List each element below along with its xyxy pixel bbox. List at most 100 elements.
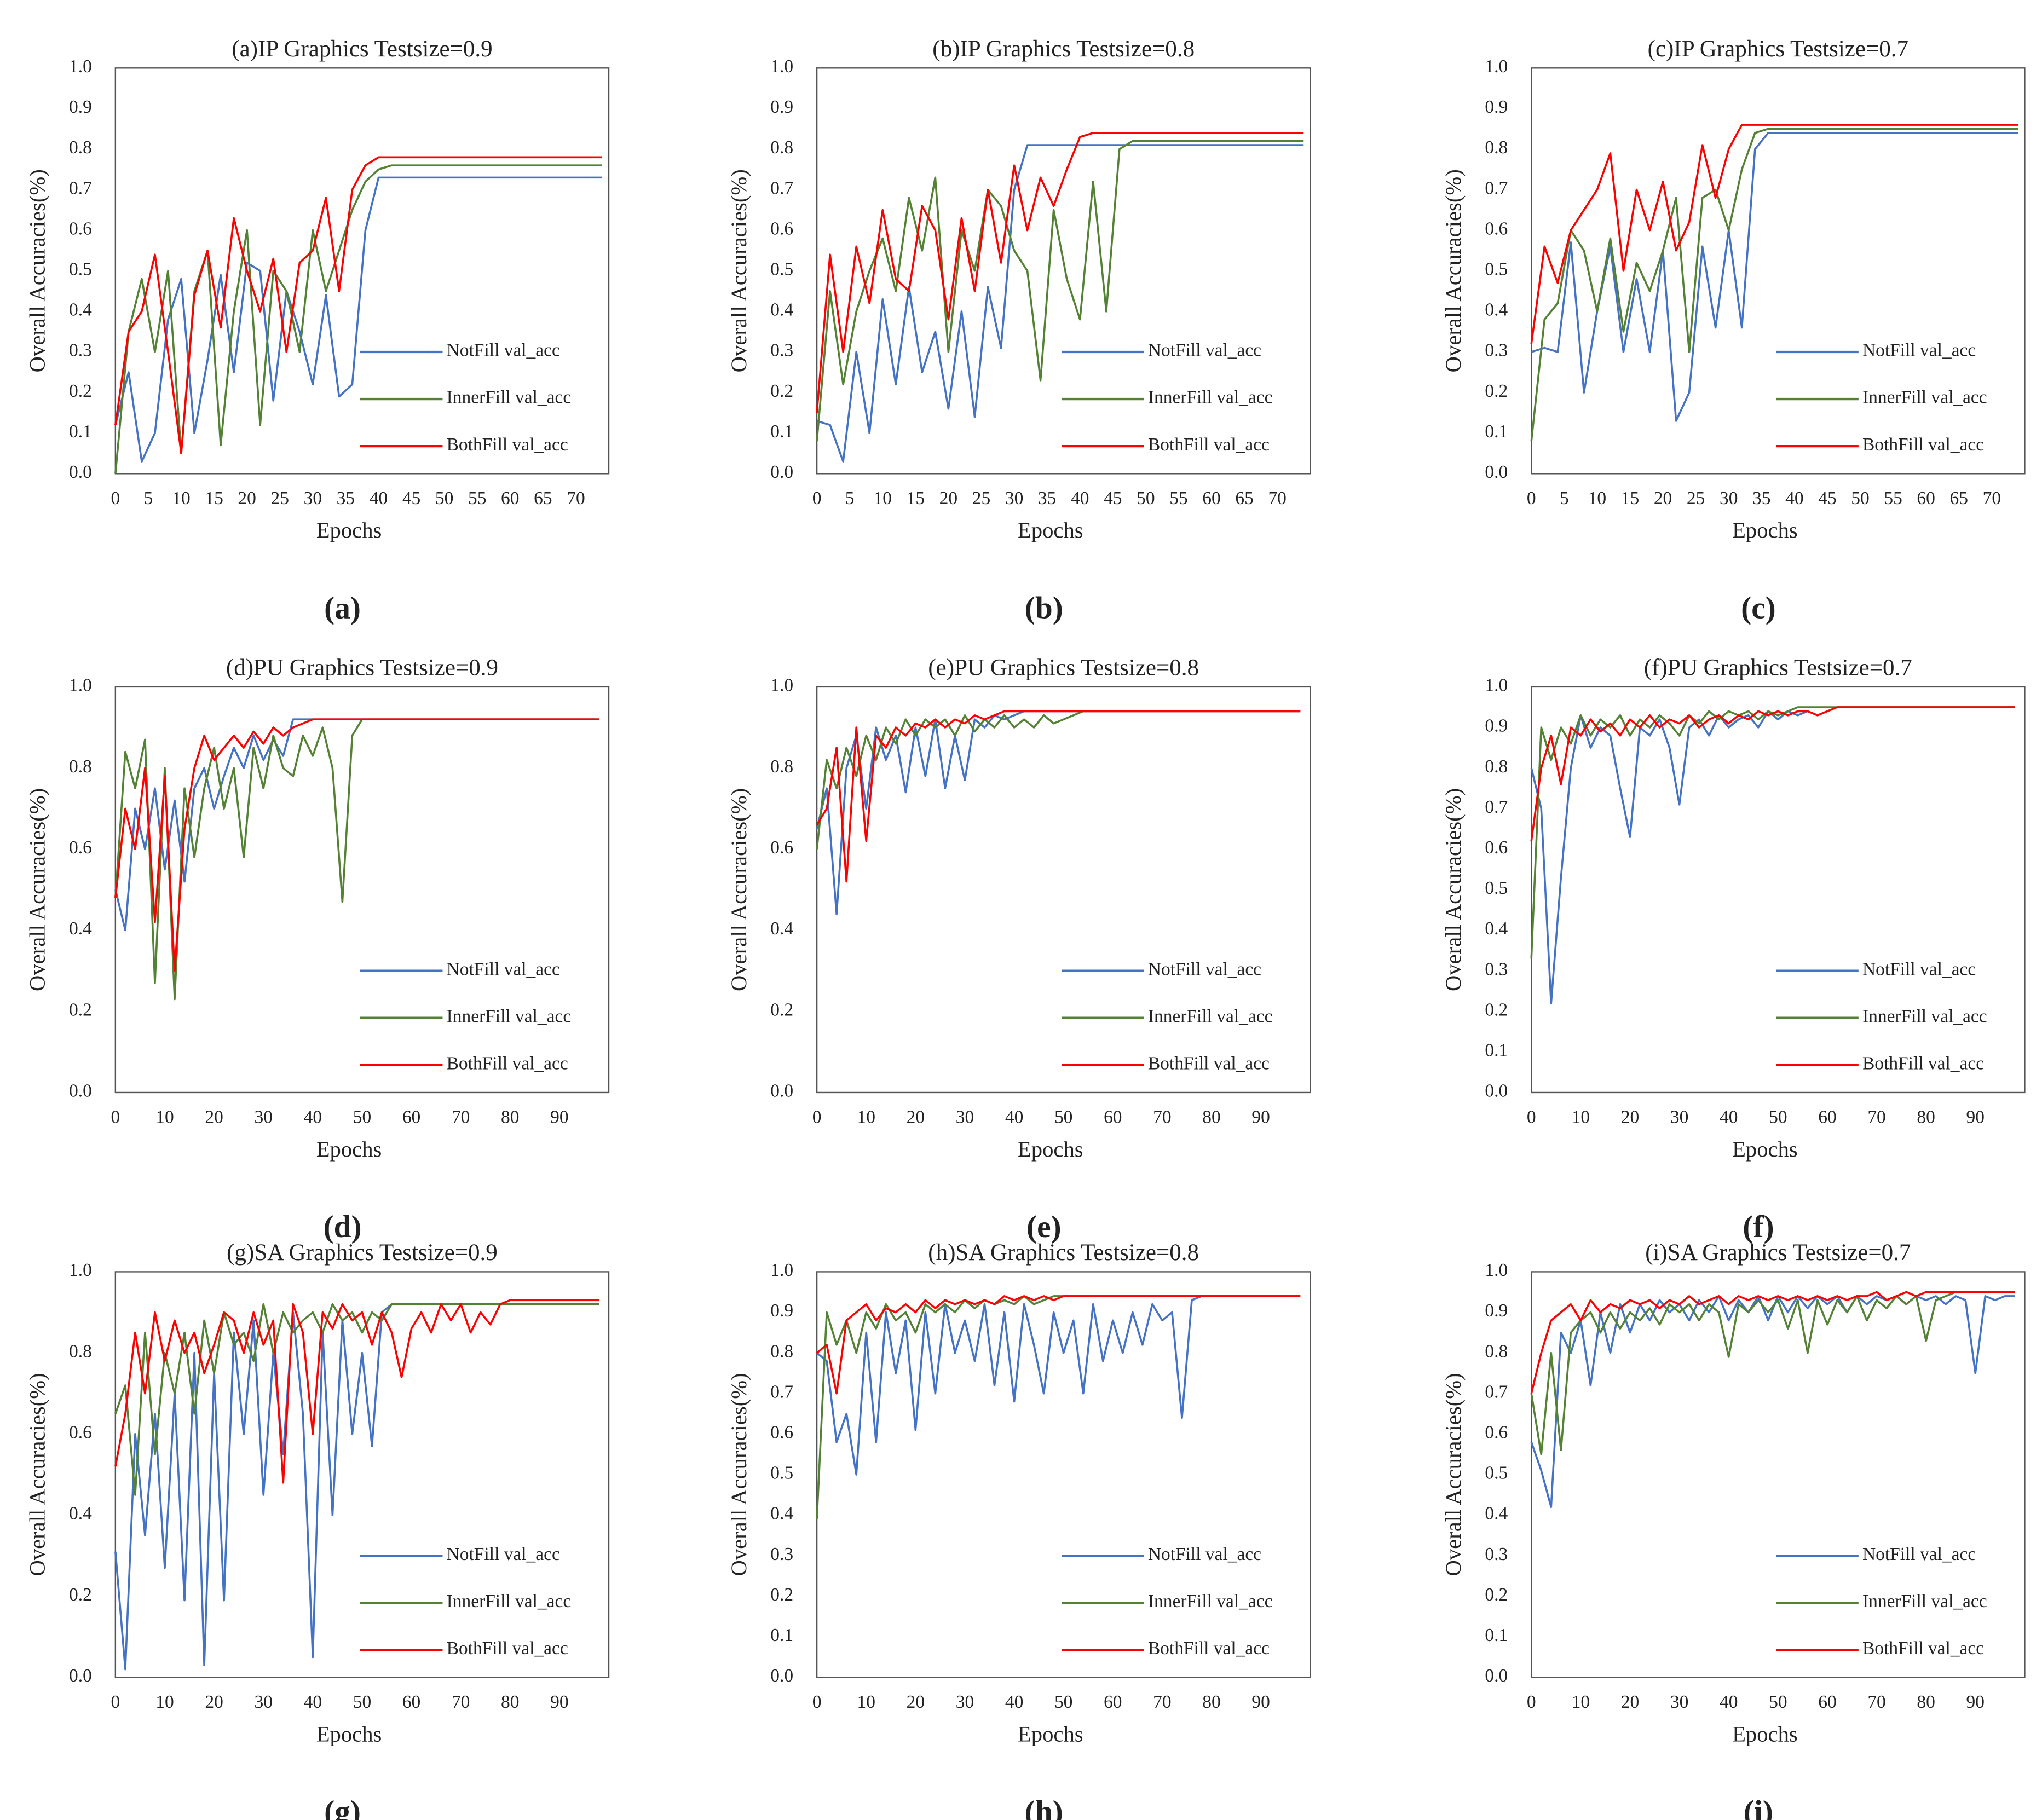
x-tick-label: 40 [1785,488,1803,509]
y-tick-label: 0.8 [69,137,92,158]
y-tick-label: 0.5 [770,1463,793,1483]
y-tick-label: 0.1 [770,1625,793,1645]
chart-title: (g)SA Graphics Testsize=0.9 [227,1240,498,1266]
series-line [1530,124,2018,344]
y-tick-label: 0.9 [770,97,793,117]
x-axis-label: Epochs [316,1721,382,1746]
x-tick-label: 60 [1104,1692,1122,1712]
y-tick-label: 0.3 [770,340,793,361]
x-tick-label: 70 [452,1107,470,1127]
series-line [1531,132,2018,422]
legend-label: BothFill val_acc [1862,1638,1984,1659]
x-tick-label: 45 [1818,488,1836,509]
x-tick-label: 70 [567,488,585,509]
legend-label: InnerFill val_acc [1862,388,1987,408]
y-tick-label: 1.0 [770,675,793,696]
x-tick-label: 20 [907,1692,925,1712]
x-axis-label: Epochs [316,1137,382,1162]
x-tick-label: 30 [956,1107,974,1127]
y-axis-label: Overall Accuracies(%) [1441,788,1466,991]
x-tick-label: 90 [1966,1692,1985,1712]
chart-title: (b)IP Graphics Testsize=0.8 [932,36,1195,62]
x-tick-label: 50 [435,488,453,509]
x-tick-label: 0 [111,1107,120,1127]
y-tick-label: 0.7 [770,178,793,198]
x-tick-label: 90 [550,1107,568,1127]
y-tick-label: 0.6 [1485,837,1508,858]
y-tick-label: 0.3 [1485,1544,1508,1564]
series-line [114,176,603,463]
y-tick-label: 0.6 [770,1423,793,1443]
x-tick-label: 35 [1038,488,1056,509]
y-tick-label: 0.4 [69,300,92,320]
y-tick-label: 0.6 [1485,218,1508,239]
x-tick-label: 30 [304,488,322,509]
x-tick-label: 40 [1720,1107,1738,1127]
series-line [114,718,599,1001]
x-tick-label: 30 [956,1692,974,1712]
y-tick-label: 0.3 [1485,959,1508,979]
x-tick-label: 20 [205,1692,223,1712]
x-tick-label: 10 [1588,488,1606,509]
x-tick-label: 80 [1917,1107,1935,1127]
x-tick-label: 40 [304,1107,322,1127]
x-tick-label: 70 [1153,1107,1171,1127]
x-tick-label: 90 [1966,1107,1985,1127]
series-line [114,164,603,474]
y-tick-label: 0.3 [69,340,92,361]
x-tick-label: 5 [1560,488,1569,509]
chart-title: (i)SA Graphics Testsize=0.7 [1645,1240,1911,1266]
y-tick-label: 0.0 [1485,1666,1508,1686]
x-tick-label: 10 [857,1692,875,1712]
x-tick-label: 30 [1720,488,1738,509]
legend-label: NotFill val_acc [447,1544,560,1564]
legend-label: InnerFill val_acc [447,388,572,408]
legend-label: InnerFill val_acc [1148,1591,1273,1611]
x-tick-label: 35 [337,488,355,509]
series-line [816,1295,1301,1476]
series-line [114,718,599,972]
x-tick-label: 50 [1137,488,1155,509]
chart-title: (a)IP Graphics Testsize=0.9 [232,36,492,62]
series-line [1530,706,2015,841]
x-tick-label: 80 [1917,1692,1935,1712]
y-tick-label: 1.0 [1485,1260,1508,1280]
y-tick-label: 0.8 [770,756,793,777]
y-axis-label: Overall Accuracies(%) [1441,169,1466,372]
y-tick-label: 0.9 [1485,716,1508,736]
x-tick-label: 70 [1867,1692,1885,1712]
x-tick-label: 0 [1527,1692,1536,1712]
legend-label: BothFill val_acc [1148,1638,1270,1659]
plot-frame [114,1271,610,1678]
caption: (h) [1025,1795,1063,1820]
caption: (g) [324,1795,361,1820]
x-tick-label: 80 [1202,1107,1220,1127]
y-tick-label: 0.0 [770,1666,793,1686]
y-axis-label: Overall Accuracies(%) [25,169,50,372]
y-tick-label: 0.9 [69,97,92,117]
x-tick-label: 60 [1104,1107,1122,1127]
y-tick-label: 0.5 [1485,1463,1508,1483]
chart-title: (f)PU Graphics Testsize=0.7 [1644,655,1912,681]
y-tick-label: 0.4 [1485,918,1508,939]
y-tick-label: 0.8 [1485,137,1508,158]
series-line [1530,1295,2015,1509]
x-tick-label: 0 [1527,488,1536,509]
x-tick-label: 20 [238,488,256,509]
y-tick-label: 0.2 [1485,1585,1508,1605]
series-line [1530,706,2015,959]
x-tick-label: 10 [172,488,190,509]
y-tick-label: 1.0 [770,1260,793,1280]
y-tick-label: 0.8 [69,756,92,777]
x-tick-label: 5 [144,488,153,509]
x-tick-label: 10 [874,488,892,509]
x-tick-label: 40 [370,488,388,509]
series-line [1530,128,2018,442]
y-tick-label: 0.7 [770,1382,793,1402]
x-axis-label: Epochs [1732,518,1798,542]
series-line [114,1299,599,1484]
y-tick-label: 0.0 [770,1081,793,1101]
y-tick-label: 0.7 [1485,178,1508,198]
x-tick-label: 25 [271,488,289,509]
